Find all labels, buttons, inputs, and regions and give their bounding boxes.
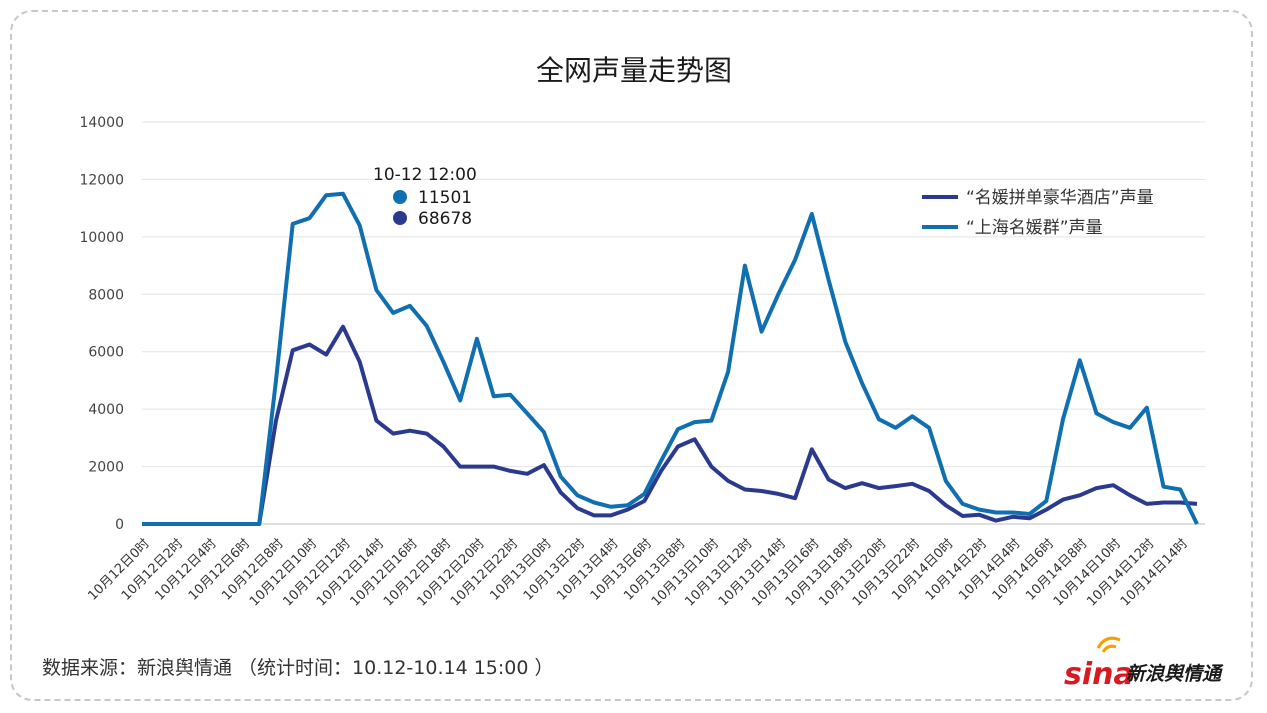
y-tick-label: 6000 (88, 345, 124, 361)
y-tick-label: 12000 (79, 172, 124, 188)
tooltip-marker-2 (393, 211, 407, 225)
y-tick-label: 10000 (79, 230, 124, 246)
tooltip-value-2: 68678 (418, 209, 472, 229)
series-lines (142, 191, 1199, 526)
logo-eye-arc-inner (1101, 644, 1117, 653)
logo-product-name: 新浪舆情通 (1126, 663, 1224, 685)
y-tick-label: 14000 (79, 115, 124, 131)
tooltip-marker-1 (393, 190, 407, 204)
legend-label-2: “上海名媛群”声量 (966, 218, 1103, 238)
series-line-2 (142, 191, 1199, 526)
data-source-note: 数据来源：新浪舆情通 （统计时间：10.12-10.14 15:00 ） (42, 657, 554, 679)
y-tick-label: 2000 (88, 460, 124, 476)
gridlines (142, 121, 1205, 525)
y-tick-label: 4000 (88, 402, 124, 418)
series-line-1 (142, 324, 1198, 526)
tooltip-label: 10-12 12:00 (373, 165, 477, 185)
legend-label-1: “名媛拼单豪华酒店”声量 (966, 187, 1154, 208)
chart-title: 全网声量走势图 (536, 54, 732, 87)
sina-logo: sina 新浪舆情通 (1064, 636, 1224, 692)
x-axis-ticks: 10月12日0时10月12日2时10月12日4时10月12日6时10月12日8时… (85, 536, 1191, 609)
logo-wordmark: sina (1064, 657, 1134, 692)
chart-card (10, 10, 1253, 701)
tooltip-value-1: 11501 (418, 188, 472, 208)
logo-eye-arc-outer (1096, 636, 1121, 649)
y-tick-label: 8000 (88, 287, 124, 303)
tooltip: 10-12 12:00 11501 68678 (373, 165, 477, 229)
y-axis-ticks: 0 2000 4000 6000 8000 10000 12000 14000 (79, 115, 124, 533)
legend: “名媛拼单豪华酒店”声量 “上海名媛群”声量 (922, 187, 1154, 238)
y-tick-label: 0 (115, 517, 124, 533)
